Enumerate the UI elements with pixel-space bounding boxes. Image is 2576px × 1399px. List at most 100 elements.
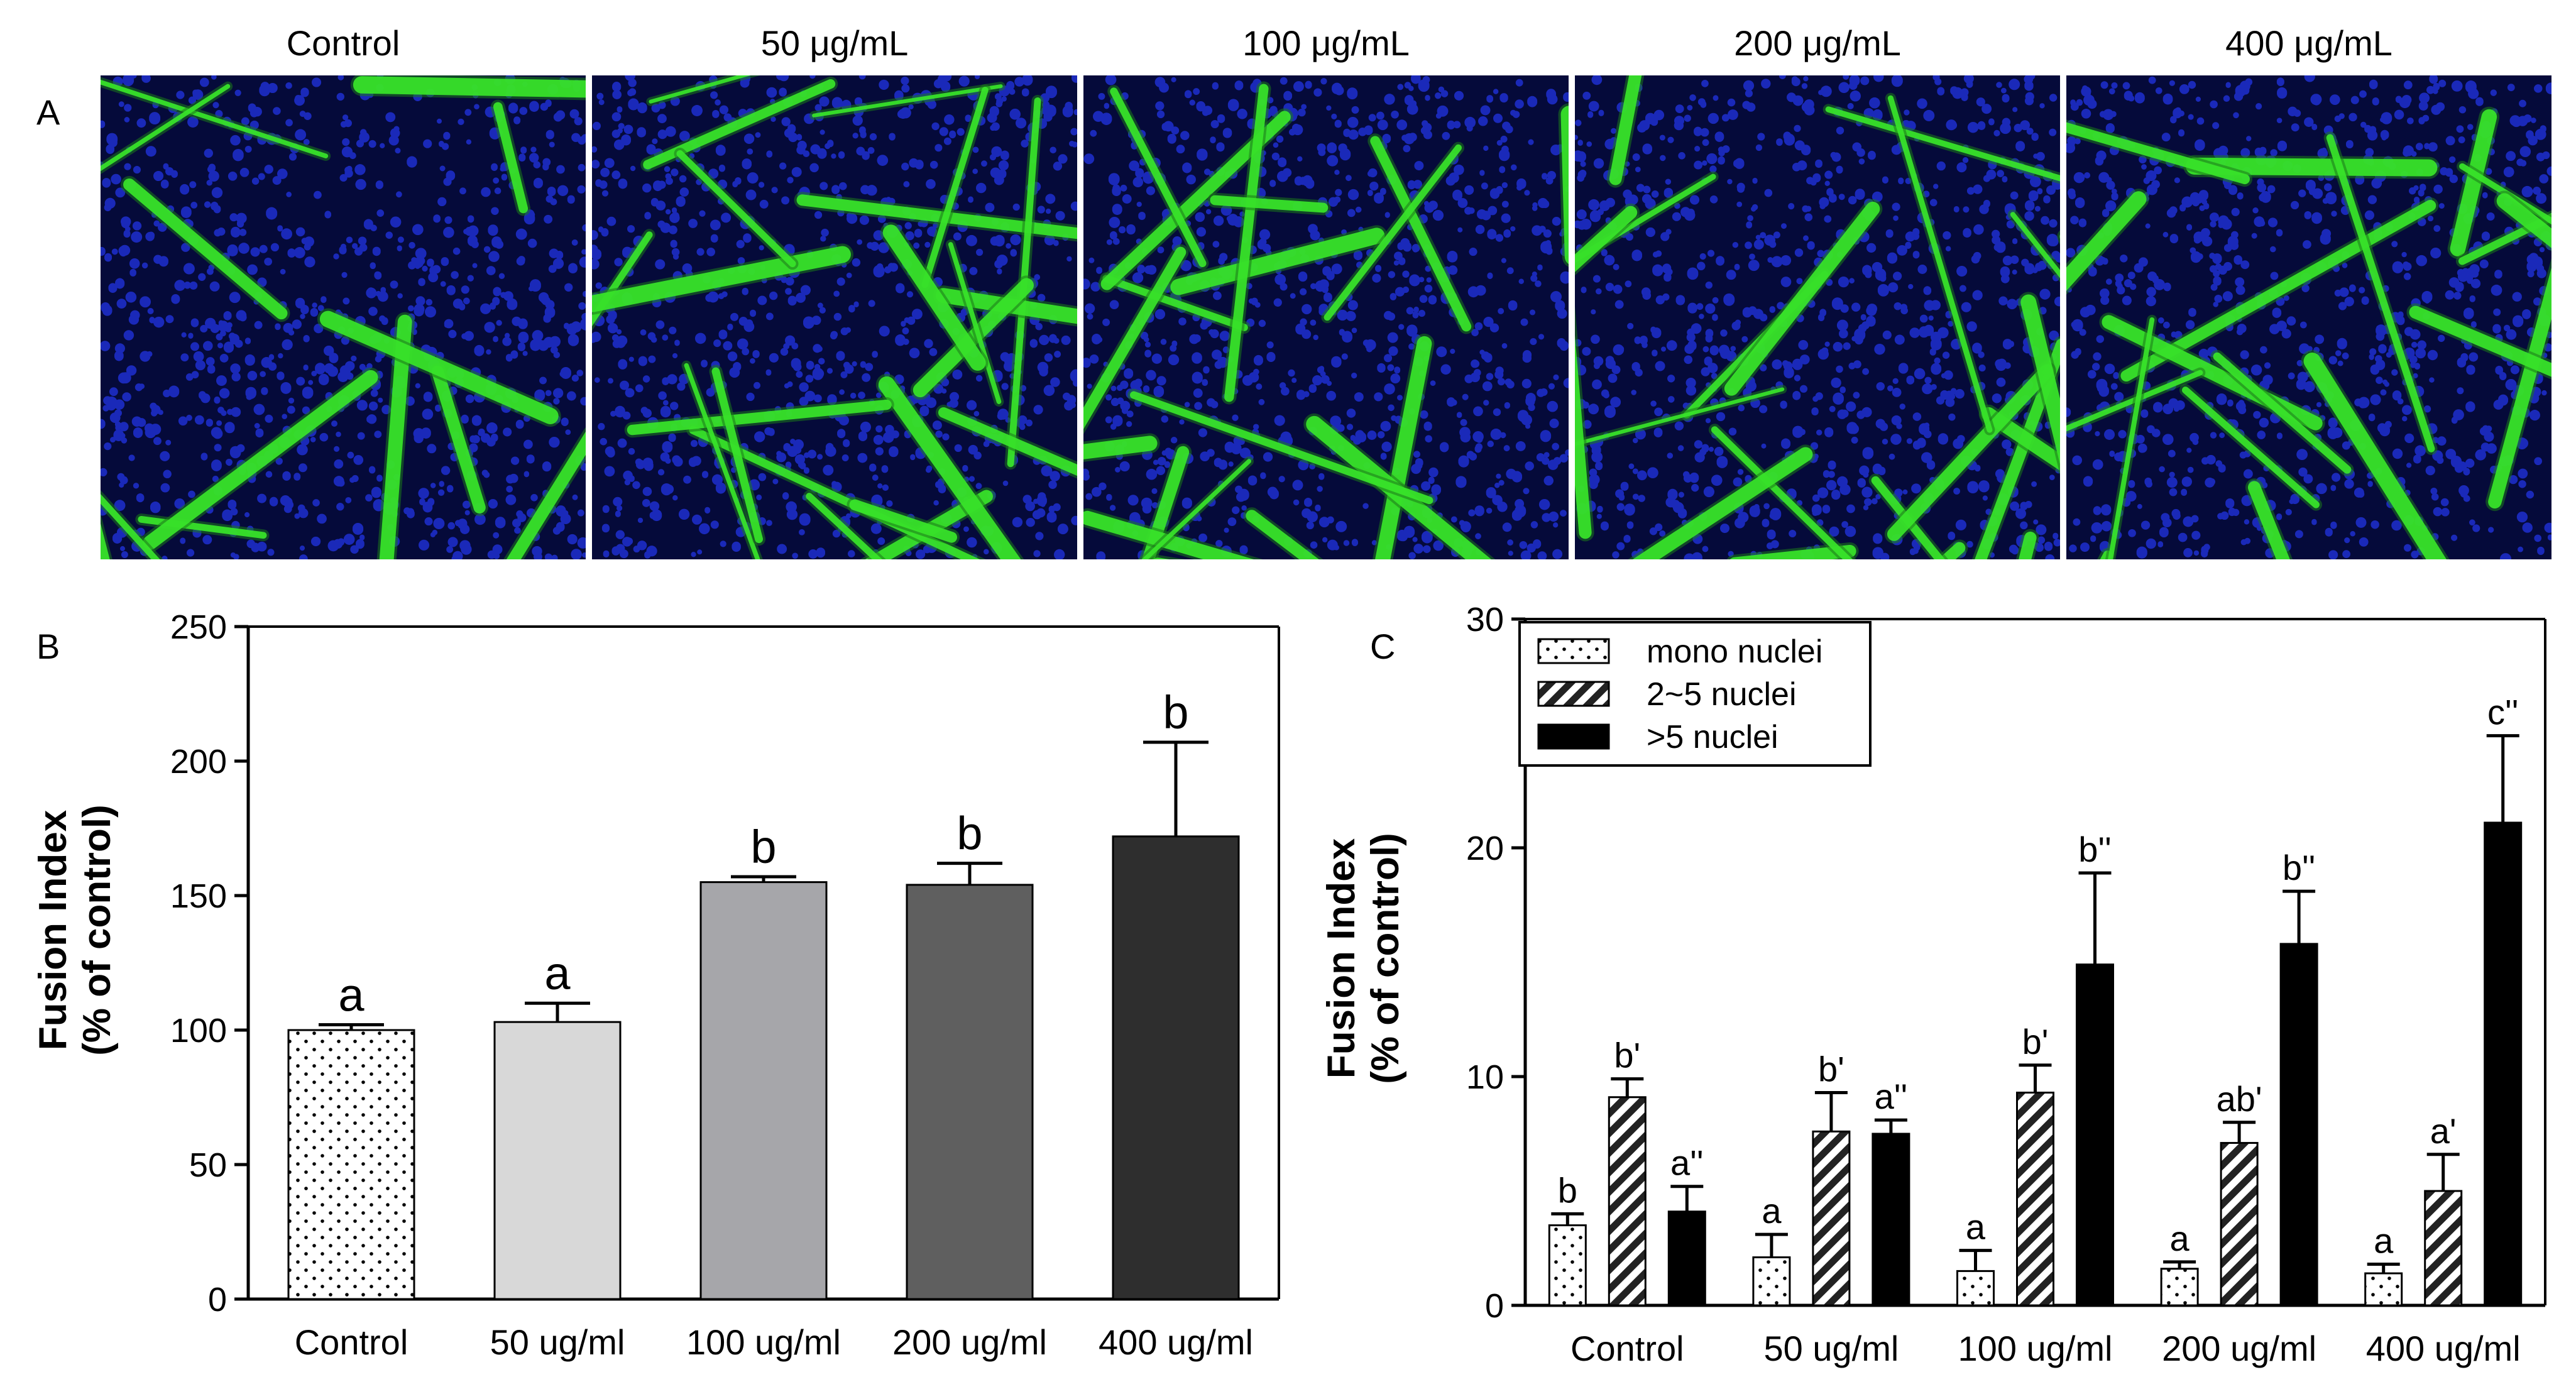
myotube <box>2066 122 2250 185</box>
myotube <box>493 102 529 214</box>
myotube <box>1083 246 1187 429</box>
myotube <box>806 493 882 559</box>
myotube <box>2066 191 2147 291</box>
myotube <box>101 79 329 158</box>
myotube-halo <box>1558 103 1569 267</box>
x-tick-label: 50 ug/ml <box>1764 1329 1899 1368</box>
myotube <box>1153 557 1170 559</box>
legend-label: mono nuclei <box>1647 634 1822 670</box>
x-tick-label: 50 ug/ml <box>490 1322 625 1362</box>
myotube <box>1324 144 1462 321</box>
chart-b-y-axis-label: Fusion Index <box>31 809 75 1050</box>
myotube-halo <box>1485 569 1585 579</box>
fusion-index-chart-b: Fusion Index (% of control) 0 50 100 150 200… <box>31 608 1280 1362</box>
myotube-halo <box>249 567 295 766</box>
myotube <box>506 431 586 559</box>
x-tick-label: 100 ug/ml <box>1958 1329 2113 1368</box>
myotube <box>1083 510 1254 559</box>
myotube <box>1887 95 1993 433</box>
significance-letter: b <box>1558 1170 1577 1210</box>
significance-letter: ab' <box>2217 1079 2262 1119</box>
y-tick-label: 50 <box>189 1146 227 1184</box>
myotube <box>1273 574 1517 595</box>
myotube <box>1609 75 1642 185</box>
micrograph-image <box>101 75 586 766</box>
myotube <box>2100 550 2112 559</box>
micrograph-image <box>1485 75 2060 579</box>
myotube <box>649 75 751 104</box>
micrograph-caption: 50 μg/mL <box>761 23 909 63</box>
myotube <box>2326 134 2435 453</box>
legend-label: 2~5 nuclei <box>1647 676 1797 713</box>
bar <box>1956 1270 1995 1307</box>
myotube <box>2303 352 2447 559</box>
bar <box>2424 1190 2463 1307</box>
y-tick-label: 250 <box>170 608 227 646</box>
myotube <box>1575 335 1592 539</box>
legend-swatch <box>1537 681 1610 707</box>
micrograph-caption: Control <box>287 23 400 63</box>
myotube-halo <box>2024 579 2050 779</box>
significance-letter: a <box>338 968 364 1021</box>
x-tick-label: 200 ug/ml <box>892 1322 1047 1362</box>
myotube-halo <box>2065 564 2244 703</box>
chart-c-y-axis-label: Fusion Index <box>1320 838 1363 1078</box>
myotube-group <box>1485 75 2060 579</box>
chart-c-y-axis-label-units: (% of control) <box>1364 833 1407 1084</box>
myotube <box>921 87 989 288</box>
chart-b-y-axis-label-units: (% of control) <box>75 804 119 1056</box>
myotube <box>1825 106 2060 182</box>
myotube <box>812 84 1003 118</box>
chart-c-legend: mono nuclei 2~5 nuclei >5 nuclei <box>1518 621 1872 767</box>
y-tick-label: 100 <box>170 1012 227 1050</box>
legend-label: >5 nuclei <box>1647 719 1779 755</box>
significance-letter: a <box>1966 1207 1986 1247</box>
bar <box>1667 1210 1706 1307</box>
myotube <box>1575 387 1785 446</box>
legend-swatch <box>1537 723 1610 750</box>
significance-letter: a <box>2170 1219 2190 1258</box>
myotube <box>1210 195 1329 213</box>
myotube <box>2496 193 2551 248</box>
significance-letter: a'' <box>1670 1143 1704 1183</box>
myotube <box>1141 446 1190 559</box>
significance-letter: a' <box>2430 1111 2457 1151</box>
myotube <box>1170 228 1385 295</box>
myotube <box>938 407 1077 476</box>
bar <box>1112 835 1240 1300</box>
bar <box>699 881 828 1300</box>
micrograph-image <box>1083 75 1569 595</box>
myotube-halo <box>2097 547 2115 559</box>
myotube <box>123 178 288 320</box>
x-tick-label: Control <box>295 1322 408 1362</box>
bar <box>906 884 1034 1300</box>
myotube <box>2020 294 2060 464</box>
bar <box>2279 943 2318 1307</box>
myotube <box>353 76 586 98</box>
myotube <box>2066 370 2203 432</box>
x-tick-label: 100 ug/ml <box>686 1322 841 1362</box>
myotube <box>1729 544 1856 559</box>
myotube <box>849 499 958 543</box>
y-tick-label: 150 <box>170 877 227 915</box>
myotube <box>2458 212 2551 265</box>
bar <box>1752 1256 1791 1307</box>
micrograph-caption: 400 μg/mL <box>2225 23 2392 63</box>
panel-a-label: A <box>36 92 60 132</box>
myotube-group <box>592 75 1077 559</box>
y-tick-label: 0 <box>208 1281 227 1319</box>
significance-letter: a <box>1762 1191 1782 1231</box>
bar <box>1608 1096 1647 1307</box>
myotube <box>1575 206 1638 272</box>
significance-letter: b' <box>1614 1036 1640 1075</box>
micrograph-image <box>592 75 1077 559</box>
myotube <box>2247 481 2290 559</box>
myotube <box>249 567 295 766</box>
myotube <box>627 399 892 436</box>
myotube <box>1246 510 1319 559</box>
bar <box>2076 963 2114 1307</box>
myotube <box>2065 564 2244 703</box>
myotube <box>1560 106 1569 265</box>
myotube <box>2010 212 2060 278</box>
